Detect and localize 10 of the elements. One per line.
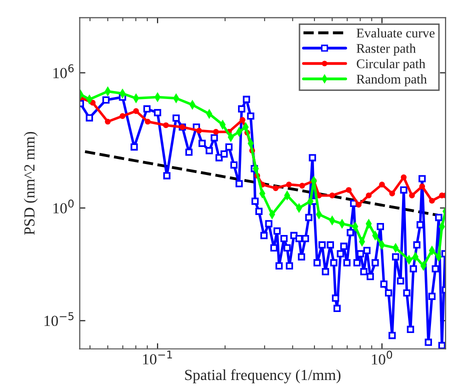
legend-label: Raster path bbox=[356, 44, 416, 56]
y-tick-label: 10$^{0}$ bbox=[53, 199, 74, 214]
x-tick-label: 10$^{−1}$ bbox=[143, 350, 172, 364]
y-axis-title: PSD (nm^2 mm) bbox=[24, 132, 38, 235]
y-tick-label: 10$^{6}$ bbox=[53, 64, 74, 78]
legend-label: Random path bbox=[356, 74, 427, 86]
y-tick-label: 10$^{−5}$ bbox=[44, 312, 74, 326]
x-axis-title: Spatial frequency (1/mm) bbox=[185, 369, 340, 384]
legend-label: Evaluate curve bbox=[356, 28, 435, 38]
legend-label: Circular path bbox=[356, 58, 426, 71]
